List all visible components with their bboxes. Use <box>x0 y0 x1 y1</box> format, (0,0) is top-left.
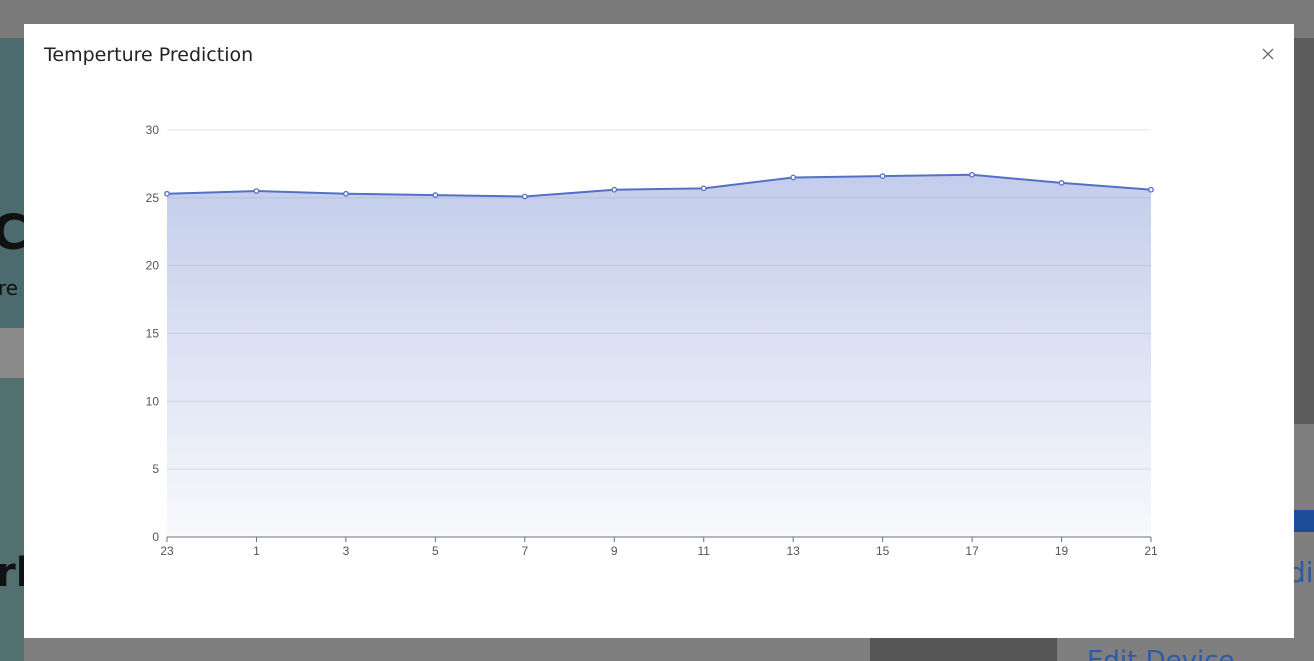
y-tick-label: 15 <box>146 327 160 341</box>
left-panel-2 <box>0 378 24 661</box>
right-panel <box>1294 38 1314 424</box>
x-tick-label: 11 <box>697 544 710 558</box>
modal-title: Temperture Prediction <box>44 44 254 66</box>
point <box>521 193 528 200</box>
x-tick-label: 7 <box>521 544 528 558</box>
x-tick-label: 3 <box>343 544 350 558</box>
left-strip <box>0 328 24 378</box>
point <box>1058 180 1065 186</box>
modal: Temperture Prediction 0 5 10 15 20 25 30 23 1 3 5 7… <box>24 24 1294 638</box>
x-tick-label: 17 <box>965 544 979 558</box>
point <box>879 173 886 179</box>
x-tick-label: 13 <box>787 544 801 558</box>
y-tick-label: 25 <box>146 191 160 205</box>
y-tick-label: 30 <box>146 123 160 137</box>
y-tick-label: 10 <box>146 394 160 408</box>
x-tick-label: 23 <box>160 544 174 558</box>
right-button <box>1294 510 1314 532</box>
x-tick-label: 1 <box>253 544 260 558</box>
point <box>253 188 260 194</box>
bg-text: re <box>0 276 19 300</box>
point <box>164 190 170 197</box>
point <box>790 174 797 181</box>
y-tick-label: 20 <box>146 259 160 273</box>
x-tick-label: 15 <box>876 544 890 558</box>
point <box>343 190 349 197</box>
line <box>166 173 1152 198</box>
point <box>432 192 439 198</box>
area <box>167 174 1151 537</box>
left-panel <box>0 38 24 328</box>
point <box>969 171 975 178</box>
y-tick-label: 0 <box>152 530 159 544</box>
x-tick-label: 9 <box>611 544 618 558</box>
point <box>1148 186 1154 193</box>
close-button[interactable] <box>1262 48 1274 60</box>
image-fragment <box>870 638 1057 661</box>
y-tick-label: 5 <box>152 462 159 476</box>
bg-text: C <box>0 205 28 261</box>
x-tick-label: 19 <box>1055 544 1069 558</box>
x-tick-label: 21 <box>1144 544 1158 558</box>
point <box>700 185 707 192</box>
x-tick-label: 5 <box>432 544 439 558</box>
point <box>611 186 618 193</box>
bg-link[interactable]: Edit Device <box>1087 646 1235 661</box>
